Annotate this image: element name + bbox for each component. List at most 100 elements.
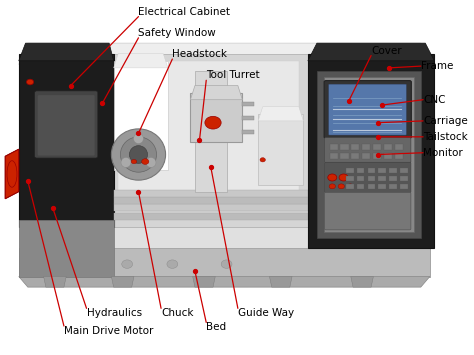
Bar bbox=[400, 176, 408, 181]
Bar bbox=[367, 184, 375, 189]
Polygon shape bbox=[114, 213, 308, 220]
Polygon shape bbox=[114, 61, 168, 170]
FancyBboxPatch shape bbox=[324, 77, 414, 232]
Text: Guide Way: Guide Way bbox=[238, 308, 294, 318]
Bar bbox=[378, 168, 386, 173]
Ellipse shape bbox=[7, 161, 17, 187]
Text: Monitor: Monitor bbox=[423, 148, 463, 158]
Circle shape bbox=[221, 260, 232, 268]
Polygon shape bbox=[111, 277, 134, 287]
Bar bbox=[340, 144, 348, 150]
Bar bbox=[389, 176, 397, 181]
Circle shape bbox=[122, 260, 133, 268]
Polygon shape bbox=[191, 86, 242, 100]
Bar bbox=[384, 144, 392, 150]
Bar bbox=[351, 153, 359, 159]
Polygon shape bbox=[19, 54, 114, 227]
Ellipse shape bbox=[121, 158, 131, 168]
Polygon shape bbox=[5, 149, 19, 199]
Bar bbox=[356, 168, 365, 173]
Polygon shape bbox=[308, 43, 434, 61]
Text: Tailstock: Tailstock bbox=[423, 132, 468, 142]
Bar bbox=[378, 176, 386, 181]
Bar bbox=[242, 102, 254, 106]
Polygon shape bbox=[114, 197, 308, 204]
Text: Cover: Cover bbox=[371, 45, 402, 55]
Polygon shape bbox=[114, 54, 308, 227]
Bar bbox=[373, 153, 381, 159]
Ellipse shape bbox=[35, 259, 419, 287]
Text: CNC: CNC bbox=[423, 95, 446, 105]
Polygon shape bbox=[317, 71, 421, 237]
Ellipse shape bbox=[134, 133, 144, 143]
Polygon shape bbox=[19, 248, 430, 277]
FancyBboxPatch shape bbox=[325, 162, 411, 193]
FancyBboxPatch shape bbox=[325, 192, 411, 230]
Polygon shape bbox=[19, 277, 430, 287]
Bar bbox=[389, 184, 397, 189]
Polygon shape bbox=[308, 54, 434, 248]
Text: Safety Window: Safety Window bbox=[138, 28, 216, 38]
Polygon shape bbox=[19, 220, 114, 277]
Ellipse shape bbox=[120, 137, 156, 172]
Bar bbox=[373, 144, 381, 150]
Bar bbox=[395, 153, 403, 159]
Bar bbox=[400, 184, 408, 189]
Text: Hydraulics: Hydraulics bbox=[87, 308, 142, 318]
Ellipse shape bbox=[111, 129, 165, 180]
Bar bbox=[384, 153, 392, 159]
Circle shape bbox=[131, 159, 137, 164]
Text: Chuck: Chuck bbox=[161, 308, 193, 318]
Bar bbox=[329, 153, 337, 159]
Bar bbox=[400, 168, 408, 173]
Polygon shape bbox=[114, 204, 308, 211]
Polygon shape bbox=[195, 71, 227, 192]
Bar bbox=[356, 176, 365, 181]
Bar bbox=[242, 130, 254, 134]
Ellipse shape bbox=[146, 158, 156, 168]
Circle shape bbox=[339, 174, 348, 181]
Bar bbox=[346, 168, 354, 173]
Text: Headstock: Headstock bbox=[173, 49, 228, 59]
Circle shape bbox=[338, 184, 345, 189]
Polygon shape bbox=[193, 277, 215, 287]
Bar bbox=[340, 153, 348, 159]
Polygon shape bbox=[114, 190, 308, 197]
Bar bbox=[367, 168, 375, 173]
Bar bbox=[395, 144, 403, 150]
Polygon shape bbox=[19, 43, 430, 64]
Ellipse shape bbox=[129, 146, 147, 163]
Text: Electrical Cabinet: Electrical Cabinet bbox=[138, 7, 230, 17]
Polygon shape bbox=[191, 93, 242, 142]
Bar bbox=[378, 184, 386, 189]
Circle shape bbox=[329, 184, 336, 189]
Bar bbox=[346, 184, 354, 189]
Circle shape bbox=[328, 174, 337, 181]
Bar bbox=[362, 144, 370, 150]
Polygon shape bbox=[44, 277, 66, 287]
Polygon shape bbox=[270, 277, 292, 287]
Polygon shape bbox=[19, 43, 114, 61]
Text: Bed: Bed bbox=[206, 322, 227, 333]
Polygon shape bbox=[258, 107, 303, 121]
Polygon shape bbox=[114, 54, 168, 68]
Text: Carriage: Carriage bbox=[423, 116, 468, 126]
FancyBboxPatch shape bbox=[35, 91, 98, 158]
Bar bbox=[351, 144, 359, 150]
Bar bbox=[242, 116, 254, 120]
Polygon shape bbox=[5, 149, 19, 199]
Circle shape bbox=[142, 159, 149, 164]
FancyBboxPatch shape bbox=[38, 95, 95, 155]
Bar bbox=[329, 144, 337, 150]
FancyBboxPatch shape bbox=[324, 81, 411, 138]
Text: Tool Turret: Tool Turret bbox=[206, 70, 260, 80]
Polygon shape bbox=[19, 54, 430, 277]
Text: Frame: Frame bbox=[421, 61, 453, 71]
FancyBboxPatch shape bbox=[328, 84, 406, 135]
Circle shape bbox=[27, 79, 34, 85]
Circle shape bbox=[167, 260, 178, 268]
Circle shape bbox=[205, 116, 221, 129]
Bar bbox=[356, 184, 365, 189]
Polygon shape bbox=[258, 114, 303, 185]
Circle shape bbox=[260, 158, 265, 162]
